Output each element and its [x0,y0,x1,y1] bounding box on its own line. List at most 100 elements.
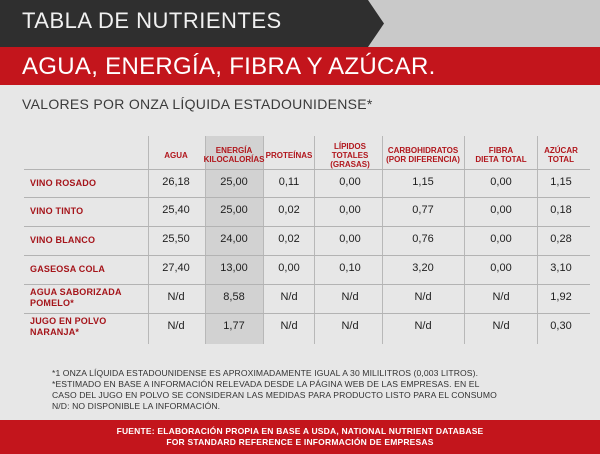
row-divider [24,284,590,285]
row-label-line: VINO TINTO [30,205,84,216]
table-cell: 1,92 [550,291,572,303]
row-label: VINO BLANCO [30,235,95,246]
table-cell: 1,77 [223,320,245,332]
column-header: ENERGÍA KILOCALORÍAS [203,142,265,168]
row-label-line: JUGO EN POLVO [30,316,107,326]
table-cell: 0,28 [550,233,572,245]
table-cell: 1,15 [550,176,572,188]
row-label-line: POMELO* [30,298,74,308]
column-divider [263,136,264,344]
table-cell: 24,00 [220,233,248,245]
row-label-line: VINO BLANCO [30,234,96,245]
column-header: PROTEÍNAS [263,142,315,168]
row-divider [24,197,590,198]
table-cell: N/d [414,291,432,303]
table-cell: 0,00 [490,233,512,245]
table-cell: 25,40 [162,204,190,216]
column-divider [314,136,315,344]
column-header-line: CARBOHIDRATOS [387,146,459,155]
column-header-line: LÍPIDOS TOTALES [331,141,369,160]
title-bar-notch [368,0,600,47]
column-header-line: DIETA TOTAL [475,155,527,164]
column-header-line: AZÚCAR [544,146,578,155]
table-cell: N/d [341,320,359,332]
footnotes: *1 ONZA LÍQUIDA ESTADOUNIDENSE ES APROXI… [52,368,572,412]
table-cell: 26,18 [162,176,190,188]
table-cell: 3,10 [550,262,572,274]
column-header: AZÚCAR TOTAL [537,142,585,168]
source-text: FUENTE: ELABORACIÓN PROPIA EN BASE A USD… [0,420,600,448]
column-header: CARBOHIDRATOS (POR DIFERENCIA) [383,142,463,168]
column-divider [382,136,383,344]
footnote-line: *ESTIMADO EN BASE A INFORMACIÓN RELEVADA… [52,379,480,389]
column-header: AGUA [154,142,198,168]
table-cell: 0,02 [278,233,300,245]
column-header: LÍPIDOS TOTALES (GRASAS) [315,141,385,169]
column-header-line: AGUA [164,150,188,160]
column-header-line: (GRASAS) [330,159,370,169]
subtitle-band: AGUA, ENERGÍA, FIBRA Y AZÚCAR. [0,47,600,85]
source-line: FUENTE: ELABORACIÓN PROPIA EN BASE A USD… [116,426,484,436]
table-cell: 0,00 [490,176,512,188]
column-header-line: FIBRA [488,146,514,155]
table-cell: 0,00 [490,204,512,216]
row-label: VINO ROSADO [30,178,96,189]
table-cell: N/d [167,320,185,332]
row-label-line: AGUA SABORIZADA [30,287,122,297]
column-divider [148,136,149,344]
table-cell: 8,58 [223,291,245,303]
table-cell: N/d [341,291,359,303]
row-label: VINO TINTO [30,206,83,217]
column-header-line: (POR DIFERENCIA) [386,155,460,164]
table-cell: 0,30 [550,320,572,332]
footnote-line: CASO DEL JUGO EN POLVO SE CONSIDERAN LAS… [52,390,497,400]
source-band: FUENTE: ELABORACIÓN PROPIA EN BASE A USD… [0,420,600,454]
column-divider [537,136,538,344]
table-cell: 0,00 [339,176,361,188]
table-cell: 0,18 [550,204,572,216]
page-subtitle: AGUA, ENERGÍA, FIBRA Y AZÚCAR. [22,53,436,80]
row-divider [24,169,590,170]
column-divider [464,136,465,344]
table-cell: N/d [167,291,185,303]
column-header-line: PROTEÍNAS [265,150,313,160]
table-cell: 25,00 [220,204,248,216]
table-cell: 13,00 [220,262,248,274]
table-cell: N/d [492,320,510,332]
source-line: FOR STANDARD REFERENCE E INFORMACIÓN DE … [166,437,434,447]
table-cell: 0,00 [278,262,300,274]
row-divider [24,255,590,256]
column-divider [205,136,206,344]
energy-column-highlight [205,136,263,344]
column-header-line: KILOCALORÍAS [203,155,265,164]
row-label: GASEOSA COLA [30,264,105,275]
nutrient-table: AGUA ENERGÍA KILOCALORÍAS PROTEÍNAS LÍPIDOS … [24,136,590,344]
table-cell: 0,00 [339,233,361,245]
table-cell: 25,00 [220,176,248,188]
table-cell: 0,02 [278,204,300,216]
table-cell: 0,00 [339,204,361,216]
table-cell: 0,77 [412,204,434,216]
row-label-line: VINO ROSADO [30,177,97,188]
footnote-line: *1 ONZA LÍQUIDA ESTADOUNIDENSE ES APROXI… [52,368,479,378]
table-cell: N/d [414,320,432,332]
table-cell: 0,11 [278,176,300,188]
units-caption: VALORES POR ONZA LÍQUIDA ESTADOUNIDENSE* [22,96,373,112]
row-label-line: GASEOSA COLA [30,263,106,274]
column-header-line: TOTAL [548,155,574,164]
column-header: FIBRA DIETA TOTAL [469,142,533,168]
row-divider [24,313,590,314]
table-cell: 3,20 [412,262,434,274]
footnote-line: N/D: NO DISPONIBLE LA INFORMACIÓN. [52,401,221,411]
page-title: TABLA DE NUTRIENTES [22,8,282,33]
row-label-line: NARANJA* [30,327,80,337]
row-divider [24,226,590,227]
table-cell: 0,00 [490,262,512,274]
table-cell: 0,76 [412,233,434,245]
row-label: AGUA SABORIZADA POMELO* [30,287,122,309]
table-cell: 1,15 [412,176,434,188]
table-cell: N/d [280,291,298,303]
column-header-line: ENERGÍA [215,146,253,155]
table-cell: 0,10 [339,262,361,274]
title-bar: TABLA DE NUTRIENTES [0,0,600,47]
